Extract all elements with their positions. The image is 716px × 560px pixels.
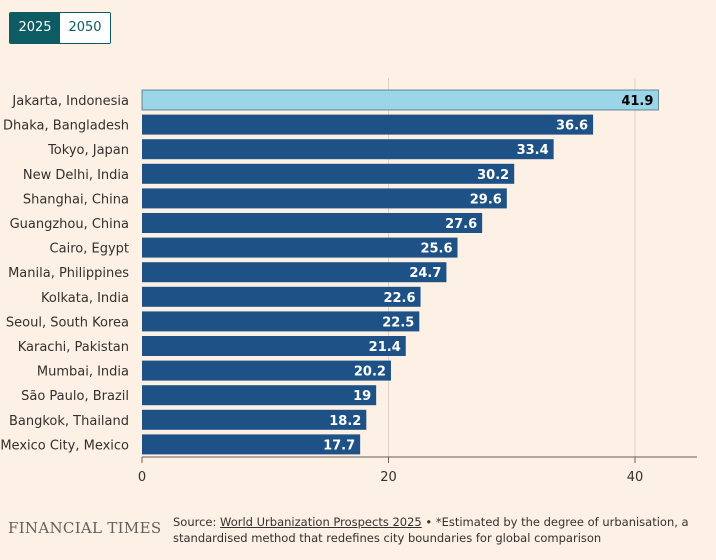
bar [142, 114, 594, 135]
category-label: Tokyo, Japan [47, 143, 129, 158]
bar [142, 286, 421, 307]
category-label: Mexico City, Mexico [0, 438, 129, 453]
value-label: 22.6 [383, 291, 415, 306]
bar [142, 139, 554, 160]
category-label: Cairo, Egypt [50, 242, 129, 257]
bar [141, 89, 659, 111]
category-label: Shanghai, China [23, 192, 129, 207]
category-label: New Delhi, India [23, 168, 129, 183]
source-prefix: Source: [173, 515, 221, 529]
chart-footer: FINANCIAL TIMES Source: World Urbanizati… [8, 514, 708, 546]
bar-chart: Jakarta, Indonesia 41.9 Dhaka, Bangladesh 3… [0, 78, 697, 485]
value-label: 33.4 [517, 143, 549, 158]
value-label: 22.5 [382, 315, 414, 330]
x-tick-label: 0 [138, 470, 146, 485]
value-label: 30.2 [477, 168, 509, 183]
toggle-option-2050[interactable]: 2050 [60, 13, 110, 43]
value-label: 25.6 [420, 242, 452, 257]
bar [142, 237, 458, 258]
value-label: 17.7 [323, 438, 355, 453]
source-description: • *Estimated by the degree of urbanisati… [173, 515, 689, 545]
category-label: Seoul, South Korea [6, 315, 129, 330]
value-label: 29.6 [470, 192, 502, 207]
bar [142, 360, 391, 381]
bar [142, 311, 420, 332]
toggle-option-2025[interactable]: 2025 [10, 13, 60, 43]
category-label: Guangzhou, China [10, 217, 129, 232]
value-label: 20.2 [354, 365, 386, 380]
category-label: Kolkata, India [41, 291, 129, 306]
category-label: Manila, Philippines [8, 266, 129, 281]
value-label: 18.2 [329, 414, 361, 429]
category-label: Mumbai, India [37, 365, 129, 380]
bar [142, 213, 483, 233]
bar [142, 163, 515, 184]
value-label: 19 [353, 389, 371, 404]
bar [142, 409, 367, 430]
bar [142, 262, 447, 283]
source-link[interactable]: World Urbanization Prospects 2025 [220, 515, 422, 529]
category-label: Bangkok, Thailand [9, 414, 129, 429]
value-label: 36.6 [556, 119, 588, 134]
category-label: São Paulo, Brazil [21, 389, 129, 404]
x-tick-label: 40 [627, 470, 644, 485]
category-label: Karachi, Pakistan [18, 340, 129, 355]
bar [142, 385, 377, 406]
value-label: 27.6 [445, 217, 477, 232]
year-toggle[interactable]: 2025 2050 [9, 12, 111, 44]
ft-logo: FINANCIAL TIMES [8, 519, 162, 537]
source-note: Source: World Urbanization Prospects 202… [173, 514, 693, 546]
bar [142, 434, 361, 455]
x-tick-label: 20 [380, 470, 397, 485]
bar [142, 336, 406, 356]
value-label: 24.7 [409, 266, 441, 281]
category-label: Jakarta, Indonesia [11, 94, 129, 109]
value-label: 41.9 [621, 94, 653, 109]
category-label: Dhaka, Bangladesh [3, 119, 129, 134]
bar [142, 188, 507, 209]
value-label: 21.4 [369, 340, 401, 355]
